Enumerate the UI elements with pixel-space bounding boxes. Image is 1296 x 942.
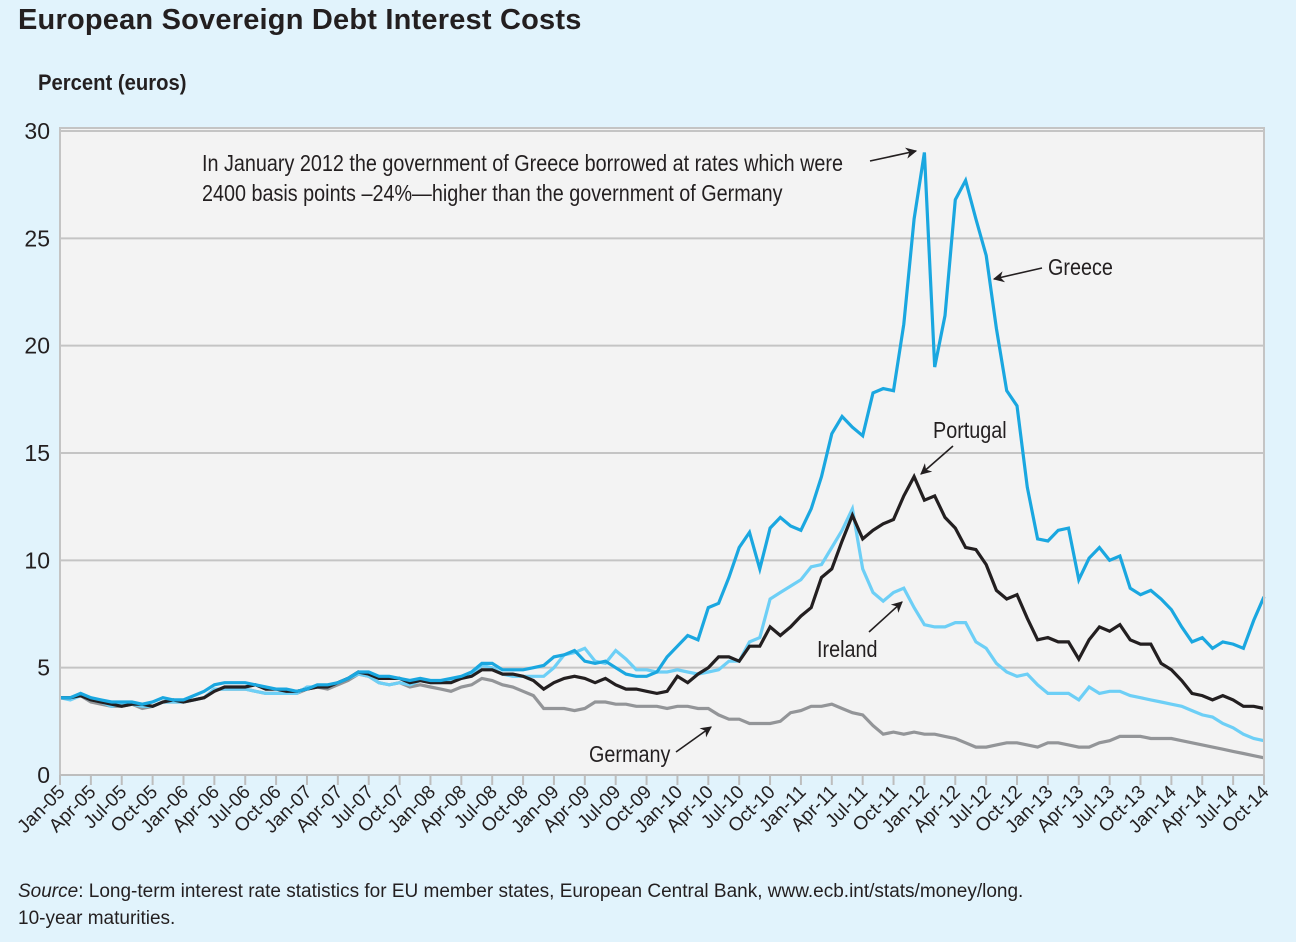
ireland-label: Ireland: [817, 636, 878, 662]
greece-peak-arrow: [869, 147, 918, 162]
source-text: : Long-term interest rate statistics for…: [78, 881, 1024, 902]
portugal-label: Portugal: [933, 417, 1007, 443]
germany-label: Germany: [589, 741, 671, 767]
greece-peak-annotation: In January 2012 the government of Greece…: [202, 148, 843, 208]
series-line-ireland: [59, 503, 1265, 743]
source-note: Source: Long-term interest rate statisti…: [18, 878, 1023, 932]
y-tick-label: 10: [24, 547, 50, 573]
y-tick-label: 25: [24, 225, 50, 251]
y-tick-label: 30: [24, 118, 50, 144]
y-tick-label: 20: [24, 333, 50, 359]
annotation-line-1: In January 2012 the government of Greece…: [202, 150, 844, 176]
germany-arrow: [675, 726, 712, 753]
portugal-arrow: [920, 445, 954, 475]
source-text-2: 10-year maturities.: [18, 908, 176, 929]
greece-label: Greece: [1048, 254, 1113, 280]
source-label: Source: [18, 881, 79, 902]
y-tick-label: 0: [37, 762, 50, 788]
y-tick-label: 5: [37, 655, 50, 681]
y-tick-label: 15: [24, 440, 50, 466]
plot-area: [60, 128, 1264, 775]
series-line-greece: [60, 152, 1266, 706]
ireland-arrow: [868, 601, 903, 633]
greece-arrow: [992, 267, 1043, 283]
y-axis-label: Percent (euros): [38, 70, 187, 95]
annotation-line-2: 2400 basis points –24%—higher than the g…: [202, 180, 783, 206]
chart-title: European Sovereign Debt Interest Costs: [18, 4, 582, 36]
